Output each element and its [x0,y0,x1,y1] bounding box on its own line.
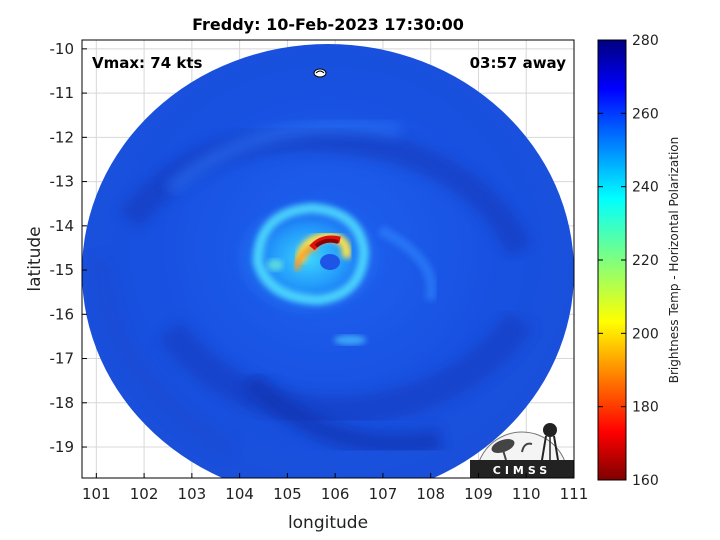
colorbar-tick-label: 200 [632,326,659,342]
y-tick-label: -14 [50,217,75,235]
x-tick-label: 110 [512,485,541,503]
x-tick-label: 105 [273,485,302,503]
brightness-temp-swath [82,44,574,478]
colorbar-tick-label: 180 [632,400,659,416]
colorbar-ticks: 280 260 240 220 200 180 160 [598,33,659,489]
y-tick-label: -11 [50,84,75,102]
y-tick-label: -15 [50,261,75,279]
x-tick-label: 109 [464,485,493,503]
colorbar-tick-label: 280 [632,33,659,49]
y-axis-ticks: -10 -11 -12 -13 -14 -15 -16 -17 -18 -19 [50,40,87,456]
x-tick-label: 108 [416,485,445,503]
plot-title: Freddy: 10-Feb-2023 17:30:00 [192,15,464,34]
position-marker-icon [313,68,327,78]
x-tick-label: 101 [82,485,111,503]
y-tick-label: -17 [50,350,75,368]
y-tick-label: -13 [50,173,75,191]
y-tick-label: -19 [50,438,75,456]
colorbar-tick-label: 260 [632,106,659,122]
y-tick-label: -16 [50,305,75,323]
colorbar-tick-label: 220 [632,253,659,269]
x-axis-ticks: 101 102 103 104 105 106 107 108 109 110 111 [82,473,588,503]
y-axis-label: latitude [25,226,45,291]
colorbar-tick-label: 240 [632,180,659,196]
x-tick-label: 104 [225,485,254,503]
x-tick-label: 107 [369,485,398,503]
y-tick-label: -18 [50,394,75,412]
x-tick-label: 106 [321,485,350,503]
cimss-logo: CIMSS [470,423,574,479]
y-tick-label: -12 [50,128,75,146]
y-tick-label: -10 [50,40,75,58]
colorbar-tick-label: 160 [632,473,659,489]
time-away-label: 03:57 away [470,54,567,72]
x-axis-label: longitude [288,513,368,533]
x-tick-label: 103 [178,485,207,503]
logo-text: CIMSS [493,464,551,477]
x-tick-label: 111 [560,485,589,503]
x-tick-label: 102 [130,485,159,503]
plot-frame [81,39,575,479]
colorbar-label: Brightness Temp - Horizontal Polarizatio… [667,137,681,384]
vmax-label: Vmax: 74 kts [92,54,202,72]
